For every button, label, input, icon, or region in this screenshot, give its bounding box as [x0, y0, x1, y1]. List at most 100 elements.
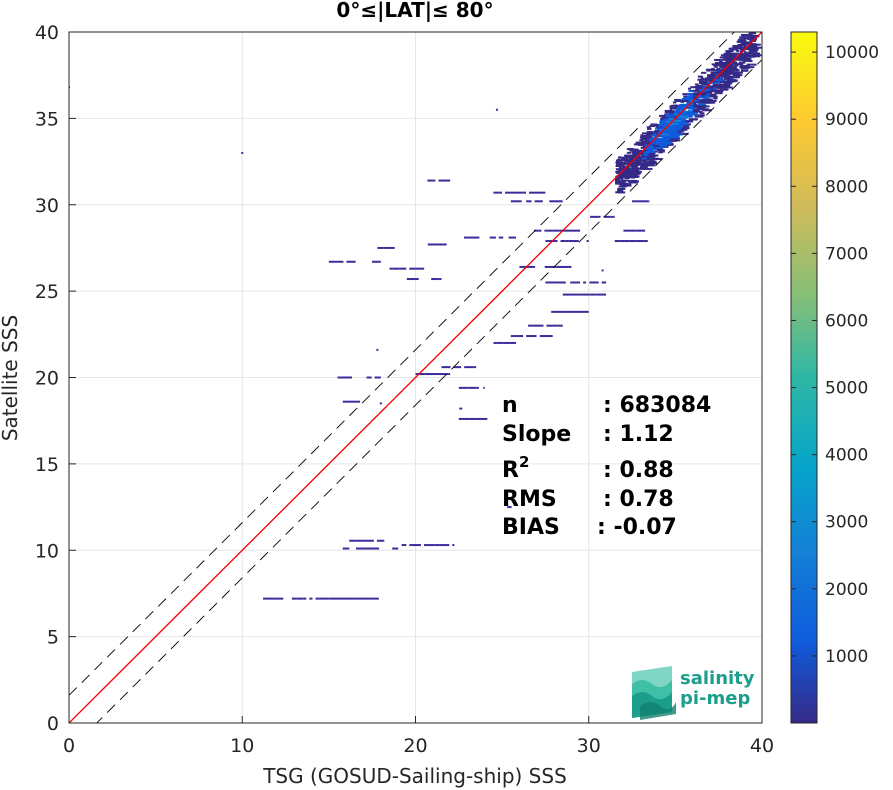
data-cell	[732, 73, 741, 76]
data-cell	[399, 267, 407, 270]
data-cell	[674, 113, 680, 116]
data-cell	[664, 118, 669, 121]
colorbar-tick-label: 3000	[825, 513, 868, 533]
data-cell	[643, 142, 647, 145]
data-cell	[638, 162, 644, 165]
data-cell	[646, 126, 651, 129]
data-cell	[655, 146, 663, 149]
data-cell	[715, 90, 724, 93]
data-cell	[637, 159, 645, 162]
data-cell	[610, 215, 614, 218]
data-cell	[623, 174, 627, 177]
data-cell	[401, 544, 407, 547]
data-cell	[452, 544, 455, 547]
data-cell	[633, 168, 636, 171]
data-cell	[643, 161, 653, 164]
data-cell	[734, 71, 739, 74]
data-cell	[680, 123, 688, 126]
data-cell	[649, 137, 655, 140]
data-cell	[337, 376, 348, 379]
data-cell	[681, 116, 688, 119]
data-cell	[642, 163, 651, 166]
data-cell	[263, 597, 270, 600]
data-cell	[339, 597, 348, 600]
data-cell	[635, 160, 642, 163]
data-cell	[720, 73, 725, 76]
data-cell	[643, 138, 647, 141]
data-cell	[475, 386, 479, 389]
y-tick-label: 35	[35, 108, 59, 130]
data-cell	[623, 168, 627, 171]
data-cell	[624, 177, 630, 180]
lower-bound-line	[96, 59, 762, 723]
data-cell	[704, 105, 710, 108]
data-cell	[645, 132, 654, 135]
data-cell	[641, 140, 645, 143]
data-cell	[686, 92, 696, 95]
data-cell	[526, 200, 532, 203]
data-cell	[753, 43, 761, 46]
data-cell	[748, 55, 756, 58]
data-cell	[677, 116, 685, 119]
data-cell	[560, 240, 566, 243]
data-cell	[632, 158, 639, 161]
data-cell	[736, 40, 747, 43]
data-cell	[601, 281, 607, 284]
data-cell	[349, 539, 356, 542]
data-cell	[622, 171, 631, 174]
data-cell	[702, 109, 712, 112]
data-cell	[544, 265, 557, 268]
data-cell	[433, 179, 436, 182]
data-cell	[514, 191, 523, 194]
data-cell	[366, 539, 374, 542]
data-cell	[670, 128, 680, 131]
data-cell	[746, 29, 754, 31]
data-cell	[653, 135, 664, 138]
data-cell	[671, 120, 676, 123]
data-cell	[652, 157, 662, 160]
data-cell	[669, 105, 673, 108]
data-cell	[458, 417, 470, 420]
data-cell	[662, 139, 667, 142]
data-cell	[617, 188, 624, 191]
data-cell	[750, 48, 757, 51]
data-cell	[746, 63, 757, 66]
data-cell	[532, 324, 544, 327]
data-cell	[745, 66, 751, 69]
data-cell	[493, 341, 498, 344]
data-cell	[625, 183, 632, 186]
stat-rms-label: RMS	[502, 487, 557, 512]
data-cell	[692, 92, 702, 95]
data-cell	[441, 366, 451, 369]
data-cell	[651, 158, 654, 161]
data-cell	[738, 54, 744, 57]
y-axis-label: Satellite SSS	[0, 315, 22, 441]
data-cell	[658, 141, 667, 144]
data-cell	[392, 267, 400, 270]
data-cell	[710, 71, 720, 74]
data-cell	[556, 324, 563, 327]
data-cell	[692, 108, 696, 111]
data-cell	[366, 376, 372, 379]
data-cell	[641, 152, 650, 155]
data-cell	[687, 87, 691, 90]
data-cell	[406, 278, 419, 281]
data-cell	[701, 85, 709, 88]
x-tick-label: 10	[230, 735, 254, 757]
data-cell	[435, 243, 447, 246]
data-cell	[627, 174, 637, 177]
data-cell	[355, 547, 367, 550]
data-cell	[743, 49, 746, 52]
data-cell	[706, 74, 717, 77]
data-cell	[640, 134, 644, 137]
data-cell	[626, 163, 635, 166]
data-cell	[646, 158, 655, 161]
stat-n-label: n	[502, 393, 518, 418]
data-cell	[448, 373, 451, 376]
data-cell	[649, 152, 653, 155]
data-cell	[730, 66, 734, 69]
y-tick-label: 20	[35, 368, 59, 390]
data-cell	[503, 341, 512, 344]
data-cell	[644, 240, 648, 243]
data-cell	[630, 176, 636, 179]
